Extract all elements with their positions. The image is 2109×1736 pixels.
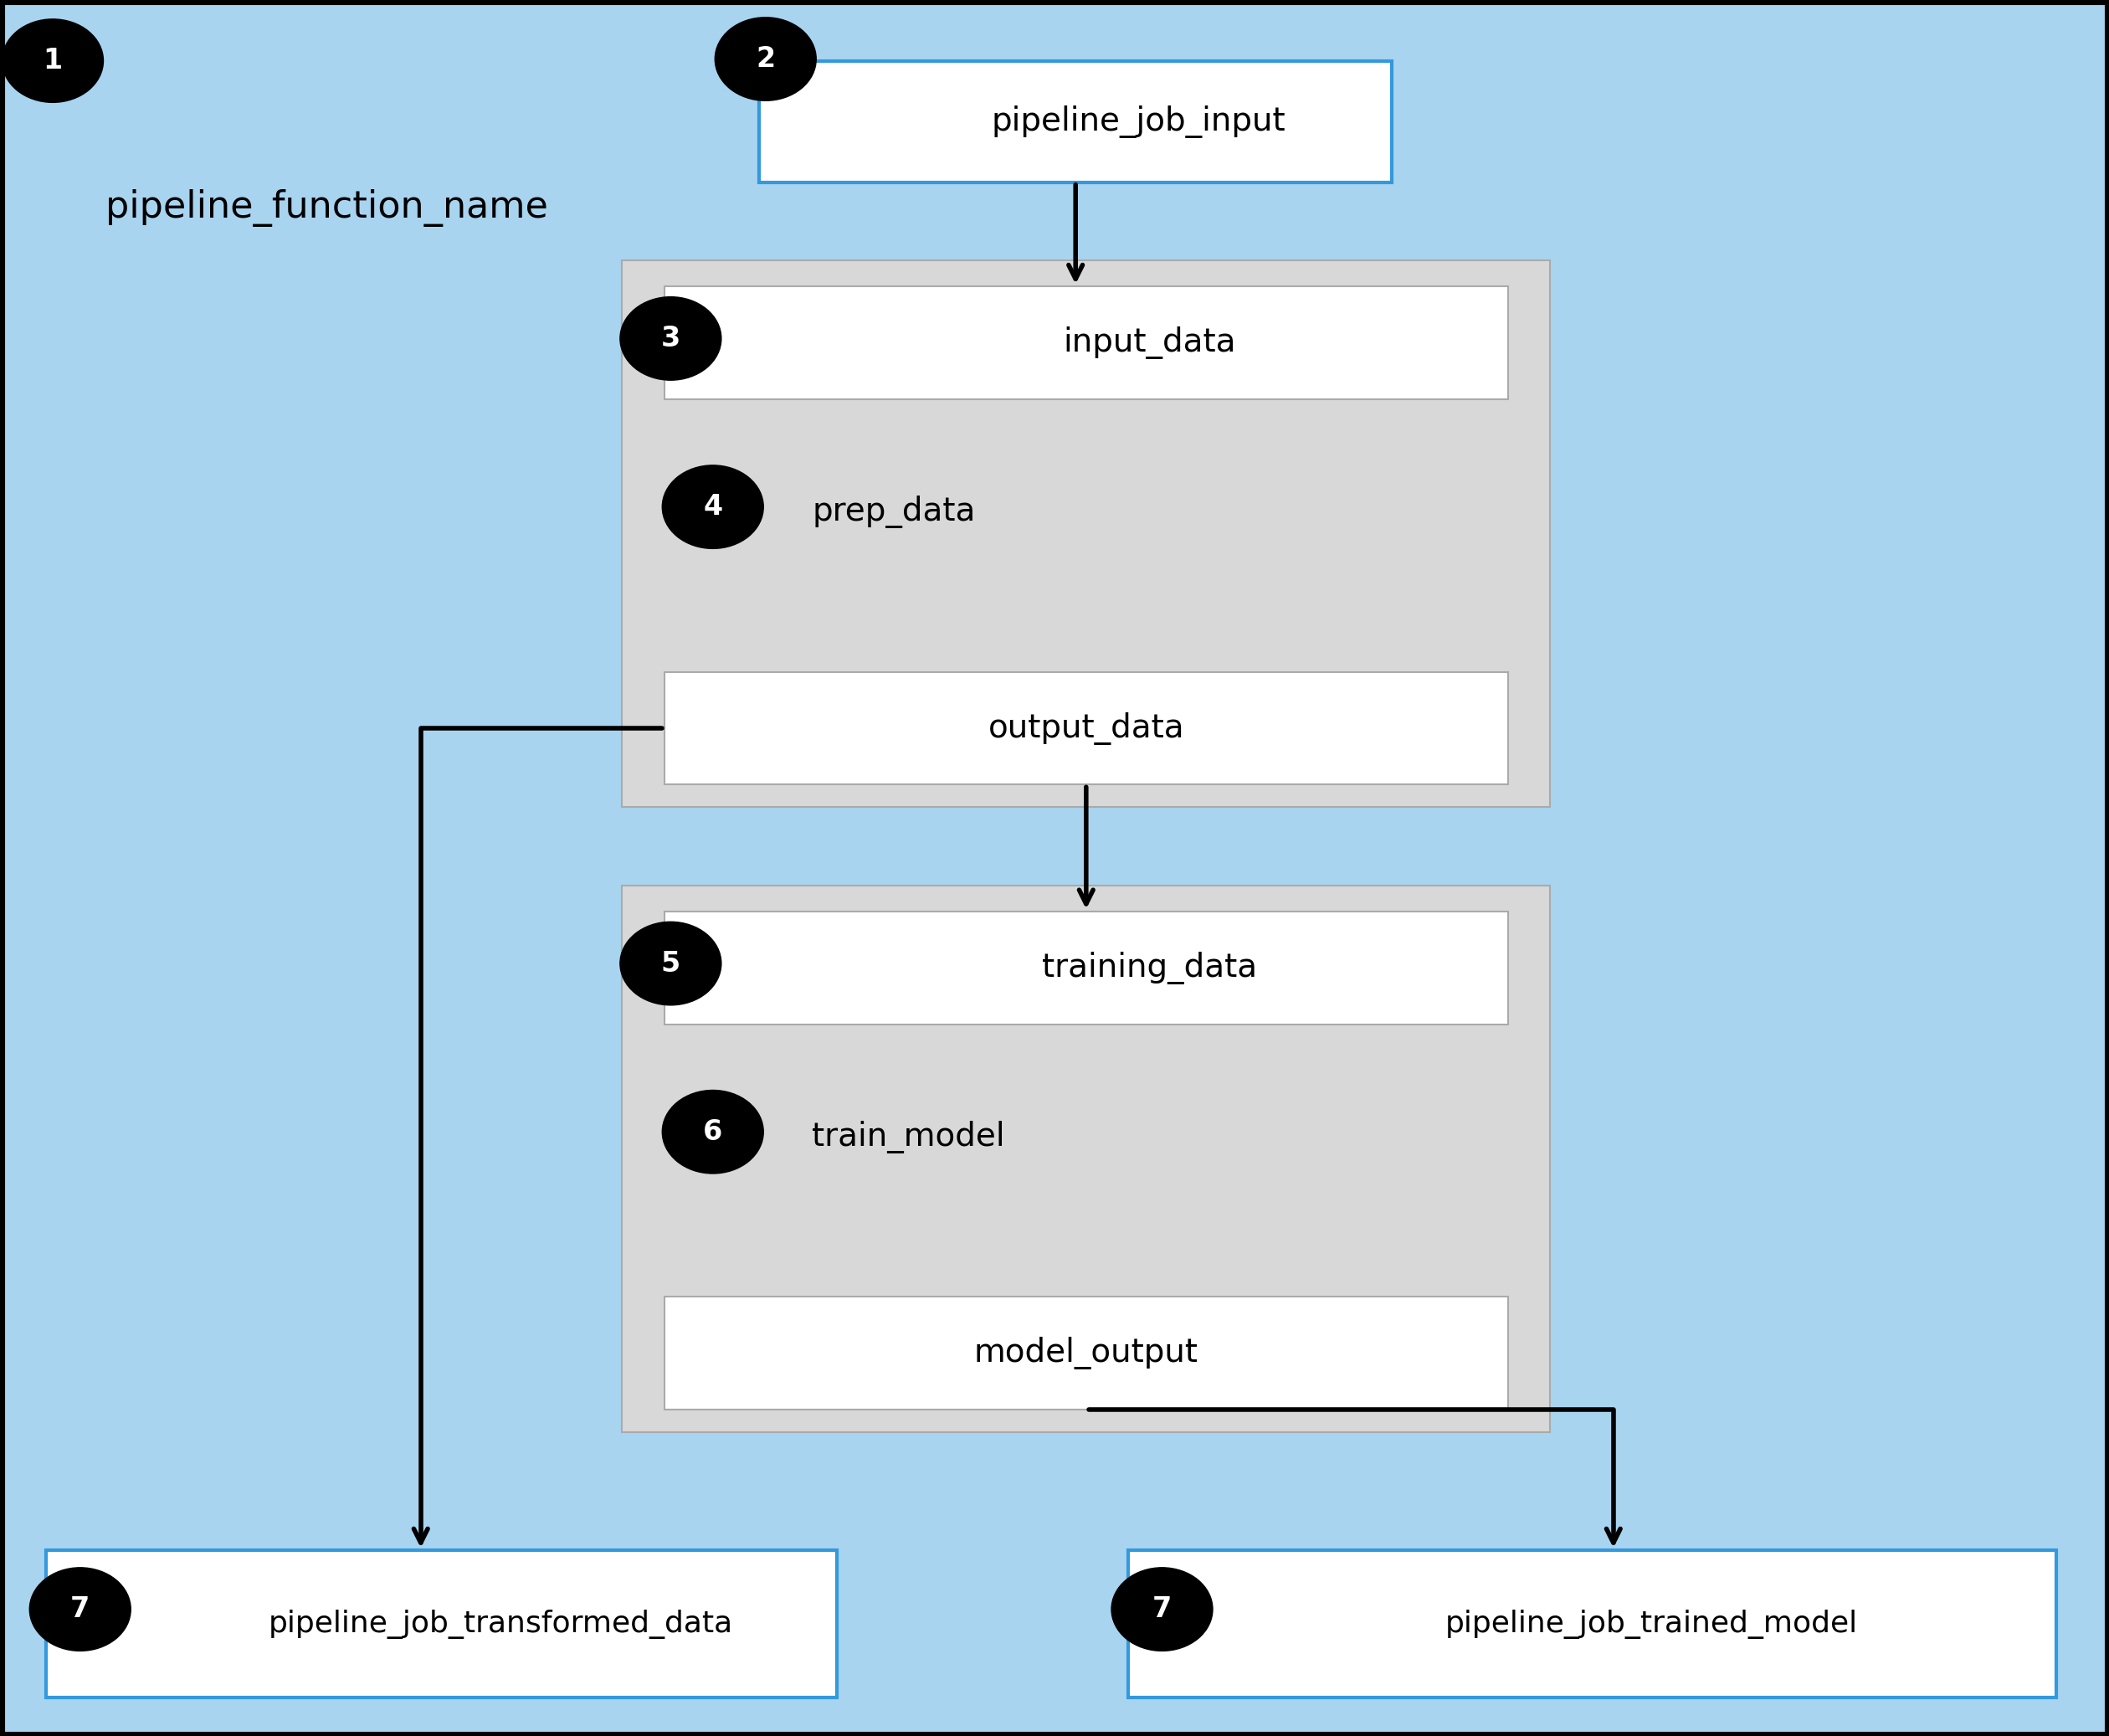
FancyBboxPatch shape: [664, 911, 1508, 1024]
Text: 6: 6: [702, 1118, 723, 1146]
Circle shape: [30, 1568, 131, 1651]
FancyBboxPatch shape: [622, 885, 1550, 1432]
FancyBboxPatch shape: [1128, 1550, 2056, 1698]
Text: input_data: input_data: [1063, 326, 1236, 359]
FancyBboxPatch shape: [46, 1550, 837, 1698]
Text: 4: 4: [702, 493, 723, 521]
Text: training_data: training_data: [1042, 951, 1257, 984]
Text: pipeline_job_input: pipeline_job_input: [991, 106, 1286, 137]
Circle shape: [715, 17, 816, 101]
Text: 2: 2: [755, 45, 776, 73]
FancyBboxPatch shape: [664, 286, 1508, 399]
Circle shape: [620, 297, 721, 380]
Text: prep_data: prep_data: [812, 496, 976, 528]
Circle shape: [662, 465, 763, 549]
Text: pipeline_job_transformed_data: pipeline_job_transformed_data: [268, 1609, 734, 1639]
FancyBboxPatch shape: [759, 61, 1392, 182]
Text: 7: 7: [70, 1595, 91, 1623]
FancyBboxPatch shape: [622, 260, 1550, 807]
Text: 3: 3: [660, 325, 681, 352]
Text: pipeline_function_name: pipeline_function_name: [105, 189, 548, 227]
Text: model_output: model_output: [974, 1337, 1198, 1370]
Text: pipeline_job_trained_model: pipeline_job_trained_model: [1445, 1609, 1858, 1639]
FancyBboxPatch shape: [664, 672, 1508, 785]
Circle shape: [2, 19, 103, 102]
Circle shape: [620, 922, 721, 1005]
Circle shape: [1111, 1568, 1213, 1651]
Circle shape: [662, 1090, 763, 1174]
Text: 1: 1: [42, 47, 63, 75]
FancyBboxPatch shape: [664, 1297, 1508, 1410]
Text: train_model: train_model: [812, 1121, 1006, 1153]
Text: 5: 5: [660, 950, 681, 977]
Text: output_data: output_data: [987, 712, 1185, 745]
Text: 7: 7: [1152, 1595, 1173, 1623]
